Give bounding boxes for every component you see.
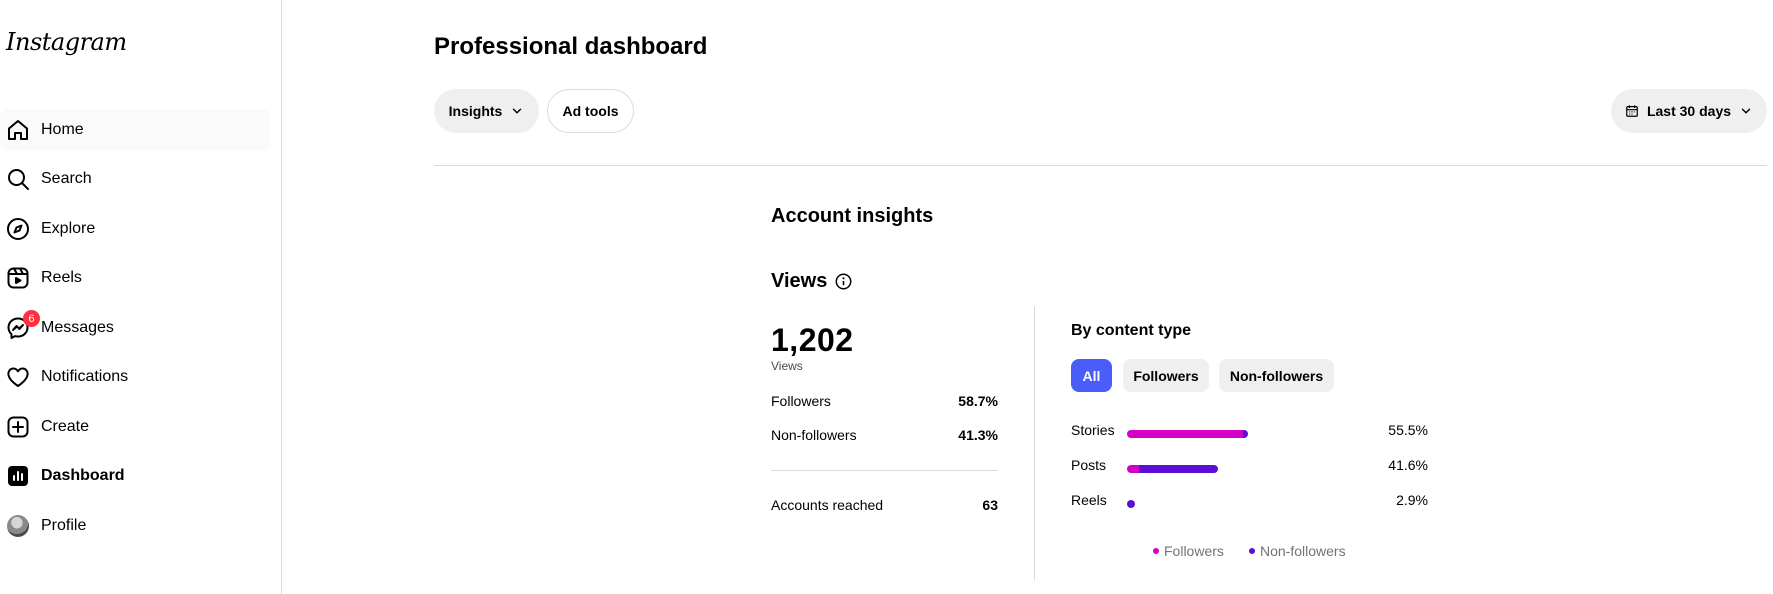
views-total-caption: Views <box>771 359 803 373</box>
bar-value-stories: 55.5% <box>1388 422 1428 438</box>
dashboard-icon <box>6 464 30 488</box>
insights-label: Insights <box>448 103 503 119</box>
content-type-title: By content type <box>1071 322 1192 339</box>
chevron-down-icon <box>513 108 522 114</box>
sidebar-item-dashboard[interactable]: Dashboard <box>0 455 270 497</box>
insights-dropdown[interactable]: Insights <box>434 89 539 133</box>
sidebar-item-profile[interactable]: Profile <box>0 505 270 547</box>
stat-label: Accounts reached <box>771 497 884 513</box>
chip-all[interactable]: All <box>1071 359 1112 392</box>
chip-non-followers[interactable]: Non-followers <box>1219 359 1334 392</box>
bar-label-stories: Stories <box>1071 422 1115 438</box>
sidebar-item-label: Profile <box>41 517 87 534</box>
section-title: Account insights <box>771 205 934 227</box>
bar-value-reels: 2.9% <box>1396 492 1428 508</box>
legend-label: Non-followers <box>1260 543 1346 559</box>
legend-item-non-followers: Non-followers <box>1249 543 1346 559</box>
sidebar-item-label: Home <box>41 121 84 138</box>
legend-dot <box>1153 548 1159 554</box>
heart-icon <box>6 365 30 389</box>
bar-segment-reels-non-followers[interactable] <box>1127 500 1135 508</box>
sidebar-item-label: Explore <box>41 220 96 237</box>
bar-segment-posts-non-followers[interactable] <box>1139 465 1218 473</box>
sidebar-item-notifications[interactable]: Notifications <box>0 356 270 398</box>
bar-segment-stories-followers[interactable] <box>1127 430 1243 438</box>
stat-row-accounts-reached: Accounts reached 63 <box>771 497 998 513</box>
vertical-divider <box>1034 306 1035 581</box>
stat-value: 58.7% <box>958 393 998 409</box>
stat-value: 63 <box>982 497 998 513</box>
stat-row-followers: Followers 58.7% <box>771 393 998 409</box>
reels-icon <box>6 266 30 290</box>
ad-tools-label: Ad tools <box>562 103 619 119</box>
sidebar-item-messages[interactable]: 6 Messages <box>0 307 270 349</box>
page-title: Professional dashboard <box>434 33 708 60</box>
profile-avatar-wrapper <box>6 514 30 538</box>
messenger-icon: 6 <box>6 310 40 340</box>
sidebar-item-create[interactable]: Create <box>0 406 270 448</box>
bar-label-posts: Posts <box>1071 457 1107 473</box>
sidebar-item-label: Create <box>41 418 90 435</box>
sidebar: Instagram Home Search Explore Reels 6 Me… <box>0 0 282 594</box>
sidebar-item-home[interactable]: Home <box>0 109 270 151</box>
home-icon <box>6 118 30 142</box>
date-range-label: Last 30 days <box>1646 103 1732 119</box>
chevron-down-icon <box>1741 108 1751 114</box>
sidebar-item-search[interactable]: Search <box>0 158 270 200</box>
bar-segment-stories-non-followers[interactable] <box>1242 430 1249 438</box>
sidebar-item-explore[interactable]: Explore <box>0 208 270 250</box>
ad-tools-button[interactable]: Ad tools <box>547 89 634 133</box>
views-heading: Views <box>771 270 852 293</box>
stat-divider <box>771 470 998 471</box>
sidebar-item-label: Notifications <box>41 368 129 385</box>
notification-badge: 6 <box>23 310 40 327</box>
sidebar-item-label: Search <box>41 170 92 187</box>
header-divider <box>434 165 1767 166</box>
stat-row-non-followers: Non-followers 41.3% <box>771 427 998 443</box>
sidebar-item-label: Reels <box>41 269 82 286</box>
plus-square-icon <box>6 415 30 439</box>
views-total: 1,202 <box>771 322 854 358</box>
info-icon[interactable] <box>835 273 852 290</box>
stat-value: 41.3% <box>958 427 998 443</box>
date-range-dropdown[interactable]: Last 30 days <box>1611 89 1767 133</box>
legend-label: Followers <box>1164 543 1224 559</box>
search-icon <box>6 167 30 191</box>
bar-segment-posts-followers[interactable] <box>1127 465 1139 473</box>
views-title: Views <box>771 270 828 292</box>
stat-label: Followers <box>771 393 831 409</box>
compass-icon <box>6 217 30 241</box>
bar-label-reels: Reels <box>1071 492 1107 508</box>
sidebar-item-label: Dashboard <box>41 467 125 484</box>
chip-followers[interactable]: Followers <box>1123 359 1209 392</box>
legend-item-followers: Followers <box>1153 543 1224 559</box>
avatar <box>7 515 29 537</box>
calendar-icon <box>1626 105 1638 117</box>
sidebar-item-label: Messages <box>41 319 114 336</box>
stat-label: Non-followers <box>771 427 857 443</box>
bar-value-posts: 41.6% <box>1388 457 1428 473</box>
sidebar-item-reels[interactable]: Reels <box>0 257 270 299</box>
instagram-logo[interactable]: Instagram <box>6 28 127 56</box>
legend-dot <box>1249 548 1255 554</box>
